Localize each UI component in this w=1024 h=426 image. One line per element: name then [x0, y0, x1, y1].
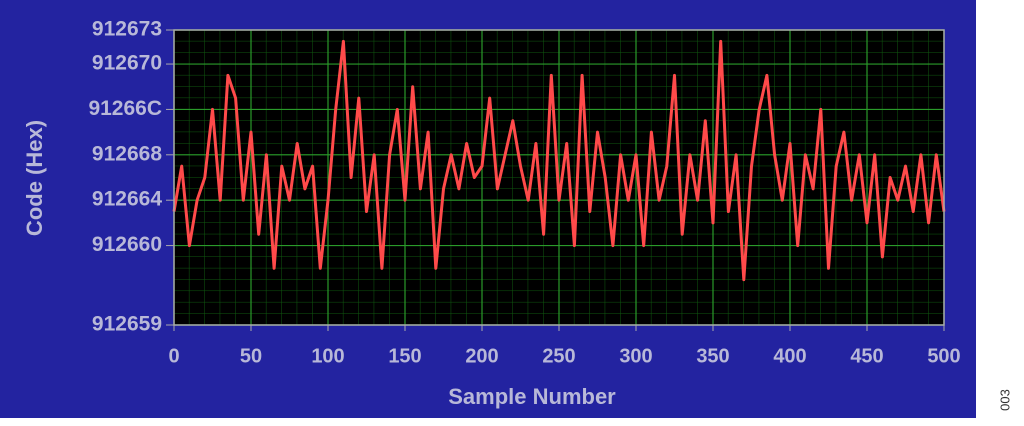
y-tick-label: 912668: [92, 142, 162, 165]
y-tick-label: 912673: [92, 18, 162, 41]
x-tick-label: 500: [927, 345, 960, 367]
x-tick-label: 350: [696, 345, 729, 367]
y-tick-label: 912659: [92, 313, 162, 336]
x-axis-label: Sample Number: [448, 384, 616, 409]
y-tick-label: 91266C: [88, 97, 162, 120]
x-tick-label: 250: [542, 345, 575, 367]
x-tick-label: 450: [850, 345, 883, 367]
x-tick-label: 400: [773, 345, 806, 367]
x-tick-label: 150: [388, 345, 421, 367]
figure-id: 003: [997, 389, 1012, 411]
x-tick-label: 0: [168, 345, 179, 367]
y-tick-label: 912660: [92, 233, 162, 256]
y-tick-label: 912664: [92, 188, 162, 211]
y-axis-label: Code (Hex): [22, 120, 47, 236]
x-tick-label: 200: [465, 345, 498, 367]
data-line: [172, 39, 946, 282]
x-tick-label: 100: [311, 345, 344, 367]
y-tick-label: 912670: [92, 52, 162, 75]
x-tick-label: 300: [619, 345, 652, 367]
x-tick-label: 50: [240, 345, 262, 367]
